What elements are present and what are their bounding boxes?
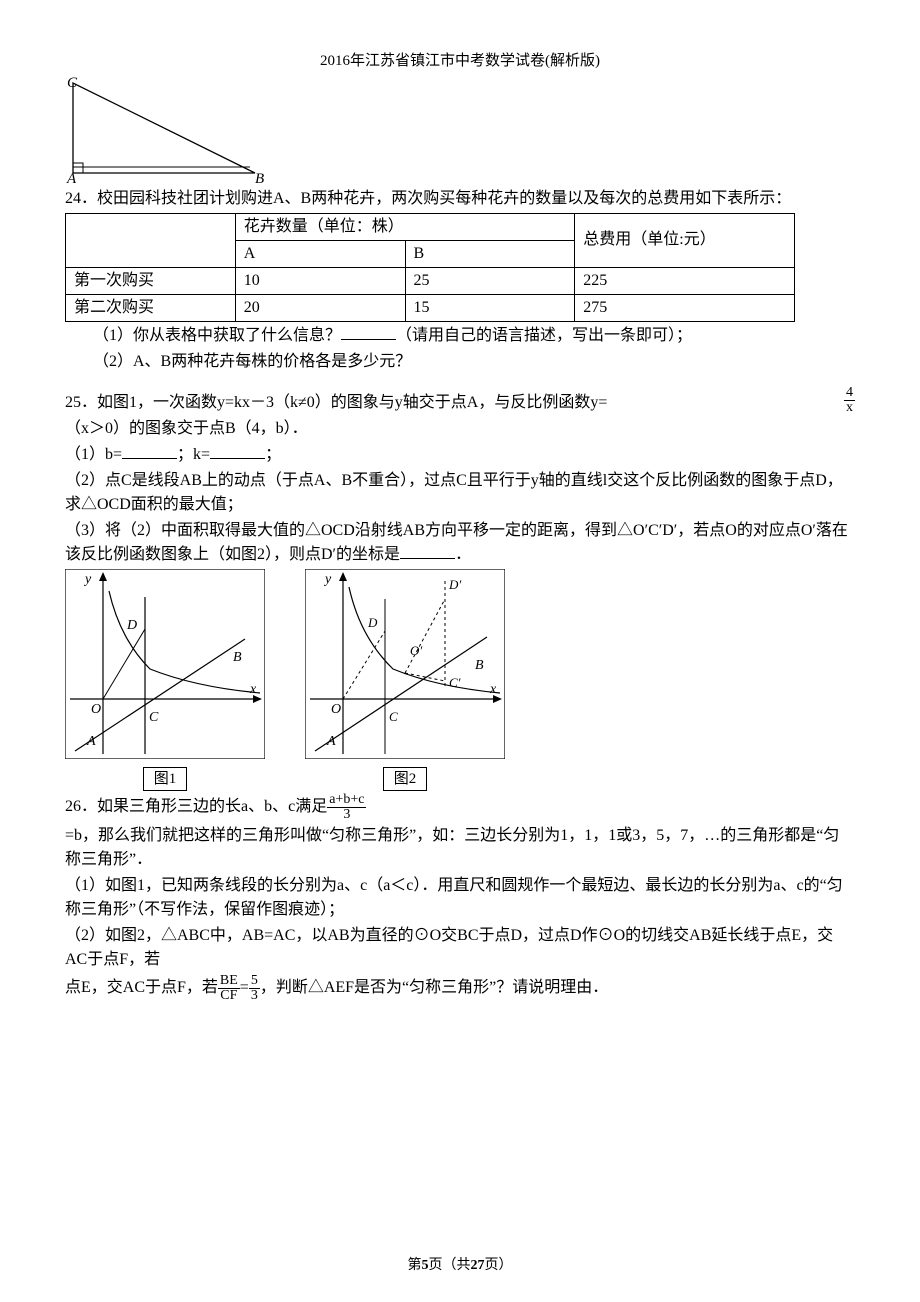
fill-blank xyxy=(341,324,396,340)
svg-text:A: A xyxy=(66,171,77,185)
q24-col-a: A xyxy=(235,240,405,267)
fill-blank xyxy=(400,543,455,559)
svg-text:B: B xyxy=(475,658,484,673)
page-header: 2016年江苏省镇江市中考数学试卷(解析版) xyxy=(65,50,855,73)
fraction: BE CF xyxy=(218,974,240,1003)
svg-text:B: B xyxy=(255,171,264,185)
svg-text:x: x xyxy=(489,682,497,697)
q24-intro: 24．校田园科技社团计划购进A、B两种花卉，两次购买每种花卉的数量以及每次的总费… xyxy=(65,187,855,211)
q26-sub2: （2）如图2，△ABC中，AB=AC，以AB为直径的⊙O交BC于点D，过点D作⊙… xyxy=(65,924,855,972)
q25-figure-2: y x O A B D C D′ O′ xyxy=(305,569,505,759)
q24-number: 24 xyxy=(65,190,81,207)
svg-text:C: C xyxy=(149,710,159,725)
svg-text:D′: D′ xyxy=(448,577,461,592)
q26-intro: 26．如果三角形三边的长a、b、c满足 a+b+c 3 xyxy=(65,793,855,822)
q25-line1: 25．如图1，一次函数y=kx－3（k≠0）的图象与y轴交于点A，与反比例函数y… xyxy=(65,386,855,415)
q24-sub2: （2）A、B两种花卉每株的价格各是多少元？ xyxy=(65,350,855,374)
page-footer: 第5页（共27页） xyxy=(0,1255,920,1276)
svg-text:C: C xyxy=(67,77,78,91)
q24-table: 花卉数量（单位：株） 总费用（单位:元） A B 第一次购买 10 25 225… xyxy=(65,213,795,322)
q25-figures: y x O A B D C 图1 xyxy=(65,569,855,792)
q24-head-qty: 花卉数量（单位：株） xyxy=(235,213,575,240)
svg-text:O: O xyxy=(331,702,341,717)
svg-text:C: C xyxy=(389,709,398,724)
svg-text:B: B xyxy=(233,650,242,665)
table-row: 第一次购买 10 25 225 xyxy=(66,267,795,294)
q25-sub1: （1）b=；k=； xyxy=(65,443,855,467)
q26-sub2b: 点E，交AC于点F，若 BE CF = 5 3 ，判断△AEF是否为“匀称三角形… xyxy=(65,974,855,1003)
svg-text:D: D xyxy=(126,618,137,633)
q25-fig1-label: 图1 xyxy=(143,767,188,792)
svg-text:A: A xyxy=(86,734,96,749)
q25-sub2: （2）点C是线段AB上的动点（于点A、B不重合），过点C且平行于y轴的直线l交这… xyxy=(65,469,855,517)
svg-text:O′: O′ xyxy=(410,643,422,658)
fill-blank xyxy=(210,443,265,459)
fraction: 5 3 xyxy=(249,974,260,1003)
table-row: 第二次购买 20 15 275 xyxy=(66,294,795,321)
svg-text:A: A xyxy=(326,734,336,749)
q25-line2: （x＞0）的图象交于点B（4，b）． xyxy=(65,417,855,441)
triangle-figure: C A B xyxy=(65,77,265,185)
fraction: 4 x xyxy=(844,386,855,415)
q25-sub3: （3）将（2）中面积取得最大值的△OCD沿射线AB方向平移一定的距离，得到△O′… xyxy=(65,519,855,567)
q25-number: 25 xyxy=(65,394,81,411)
q26-number: 26 xyxy=(65,798,81,815)
svg-text:y: y xyxy=(323,572,332,587)
fill-blank xyxy=(122,443,177,459)
svg-text:C′: C′ xyxy=(449,675,461,690)
q25-figure-1: y x O A B D C xyxy=(65,569,265,759)
q24-intro-text: ．校田园科技社团计划购进A、B两种花卉，两次购买每种花卉的数量以及每次的总费用如… xyxy=(81,190,791,207)
q24-sub1: （1）你从表格中获取了什么信息？（请用自己的语言描述，写出一条即可）； xyxy=(65,324,855,348)
q24-head-cost: 总费用（单位:元） xyxy=(575,213,795,267)
svg-text:y: y xyxy=(83,572,92,587)
q25-fig2-label: 图2 xyxy=(383,767,428,792)
q24-col-b: B xyxy=(405,240,575,267)
fraction: a+b+c 3 xyxy=(327,793,366,822)
svg-text:x: x xyxy=(249,682,257,697)
q26-line2: =b，那么我们就把这样的三角形叫做“匀称三角形”，如：三边长分别为1，1，1或3… xyxy=(65,824,855,872)
q26-sub1: （1）如图1，已知两条线段的长分别为a、c（a＜c）．用直尺和圆规作一个最短边、… xyxy=(65,874,855,922)
svg-text:O: O xyxy=(91,702,101,717)
svg-text:D: D xyxy=(367,615,378,630)
